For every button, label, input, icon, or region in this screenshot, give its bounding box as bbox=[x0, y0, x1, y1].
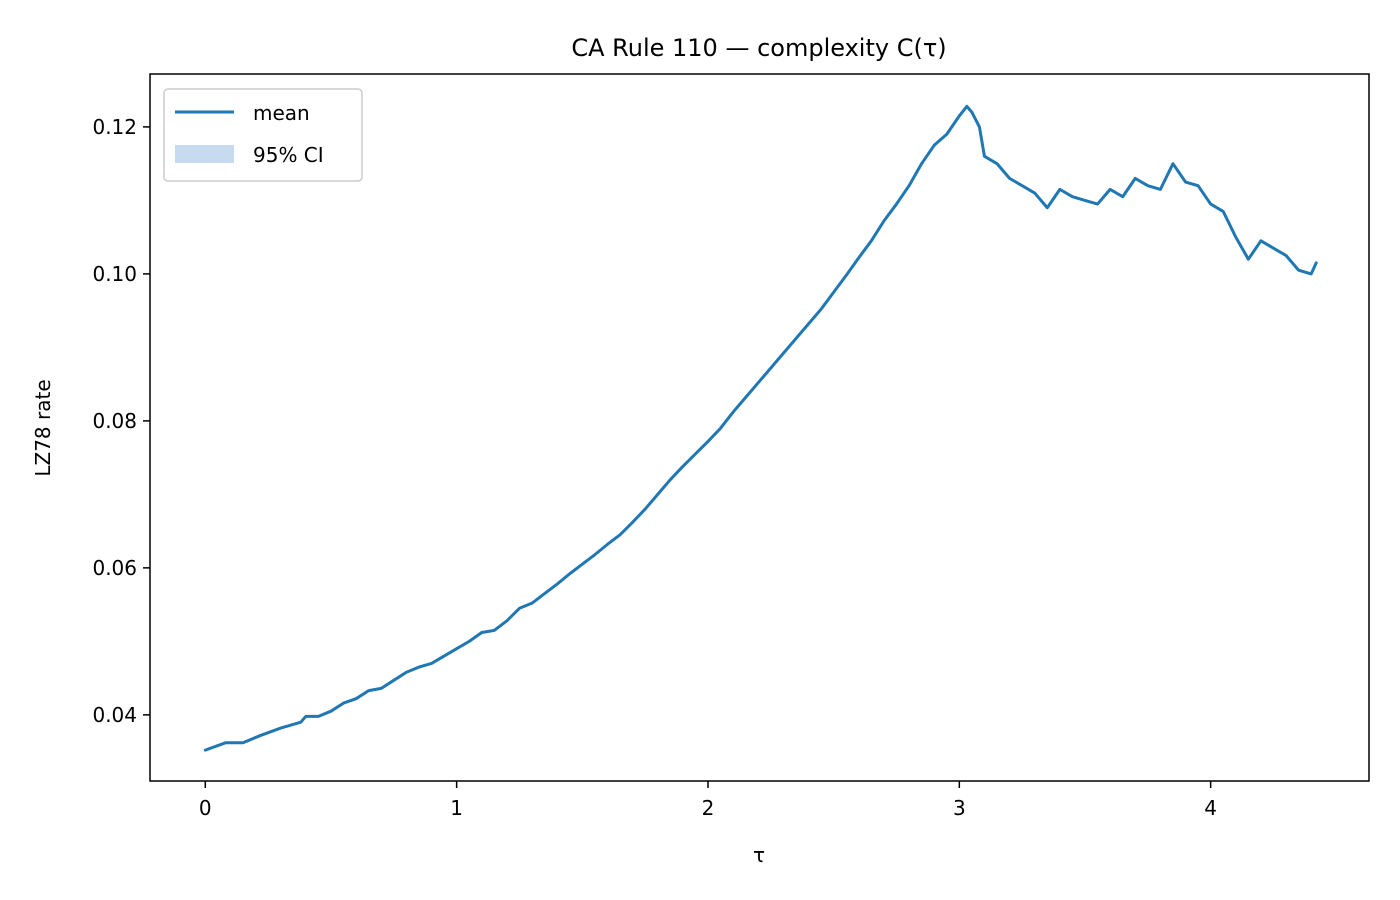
x-tick-label: 0 bbox=[199, 796, 212, 820]
x-tick-label: 4 bbox=[1204, 796, 1217, 820]
y-tick-label: 0.10 bbox=[92, 262, 137, 286]
y-tick-label: 0.06 bbox=[92, 556, 137, 580]
x-tick-label: 3 bbox=[953, 796, 966, 820]
x-tick-label: 2 bbox=[702, 796, 715, 820]
y-tick-label: 0.12 bbox=[92, 115, 137, 139]
y-tick-label: 0.08 bbox=[92, 409, 137, 433]
y-axis-title: LZ78 rate bbox=[31, 379, 55, 476]
legend-ci-label: 95% CI bbox=[253, 143, 324, 167]
y-tick-label: 0.04 bbox=[92, 703, 137, 727]
x-tick-label: 1 bbox=[450, 796, 463, 820]
series-line-mean bbox=[203, 104, 1318, 752]
axes-frame bbox=[149, 73, 1370, 782]
plot-area bbox=[203, 104, 1318, 752]
legend-mean-label: mean bbox=[253, 101, 310, 125]
legend: mean 95% CI bbox=[163, 88, 363, 182]
axes: 0 1 2 3 4 0.04 0.06 0.08 0.10 0.12 bbox=[92, 73, 1370, 820]
x-axis-title: τ bbox=[753, 843, 765, 867]
legend-ci-swatch bbox=[175, 145, 234, 163]
chart-title: CA Rule 110 — complexity C(τ) bbox=[571, 34, 946, 62]
